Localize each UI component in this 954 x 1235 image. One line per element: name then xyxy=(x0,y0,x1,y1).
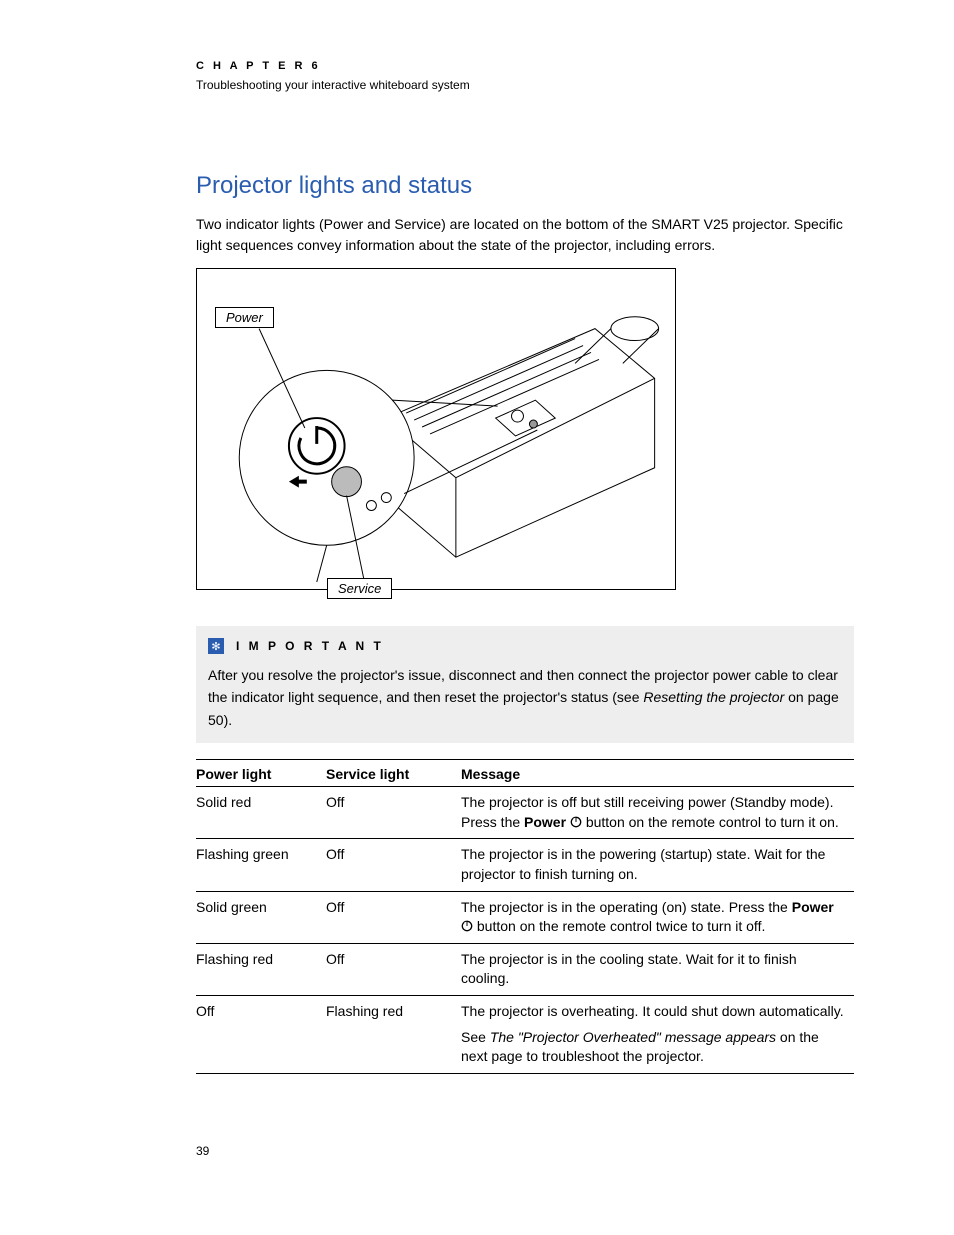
col-header-service: Service light xyxy=(326,760,461,787)
cell-message: The projector is off but still receiving… xyxy=(461,787,854,839)
cell-power-light: Flashing red xyxy=(196,943,326,995)
important-note: ✻ I M P O R T A N T After you resolve th… xyxy=(196,626,854,743)
cell-message: The projector is in the powering (startu… xyxy=(461,839,854,891)
message-paragraph: The projector is in the cooling state. W… xyxy=(461,950,848,989)
cell-power-light: Off xyxy=(196,995,326,1073)
col-header-message: Message xyxy=(461,760,854,787)
cell-service-light: Off xyxy=(326,787,461,839)
section-title: Projector lights and status xyxy=(196,172,854,200)
table-row: Flashing redOffThe projector is in the c… xyxy=(196,943,854,995)
cell-message: The projector is in the cooling state. W… xyxy=(461,943,854,995)
message-paragraph: The projector is off but still receiving… xyxy=(461,793,848,832)
cell-service-light: Off xyxy=(326,943,461,995)
cell-message: The projector is in the operating (on) s… xyxy=(461,891,854,943)
important-header: ✻ I M P O R T A N T xyxy=(208,638,842,654)
diagram-power-label: Power xyxy=(215,307,274,328)
cell-service-light: Flashing red xyxy=(326,995,461,1073)
status-table: Power light Service light Message Solid … xyxy=(196,759,854,1074)
document-page: C H A P T E R 6 Troubleshooting your int… xyxy=(0,0,954,1218)
diagram-service-label: Service xyxy=(327,578,392,599)
cell-service-light: Off xyxy=(326,891,461,943)
projector-diagram: Power Service xyxy=(196,268,676,590)
chapter-subtitle: Troubleshooting your interactive whitebo… xyxy=(196,78,854,92)
table-row: Solid greenOffThe projector is in the op… xyxy=(196,891,854,943)
table-row: OffFlashing redThe projector is overheat… xyxy=(196,995,854,1073)
important-icon: ✻ xyxy=(208,638,224,654)
table-row: Flashing greenOffThe projector is in the… xyxy=(196,839,854,891)
table-header-row: Power light Service light Message xyxy=(196,760,854,787)
chapter-label: C H A P T E R 6 xyxy=(196,60,854,72)
important-label: I M P O R T A N T xyxy=(236,639,384,653)
section-intro: Two indicator lights (Power and Service)… xyxy=(196,214,854,256)
message-paragraph: The projector is in the operating (on) s… xyxy=(461,898,848,937)
important-text-em: Resetting the projector xyxy=(643,689,784,705)
page-number: 39 xyxy=(196,1144,854,1158)
message-paragraph: The projector is overheating. It could s… xyxy=(461,1002,848,1022)
cell-power-light: Solid green xyxy=(196,891,326,943)
important-text: After you resolve the projector's issue,… xyxy=(208,664,842,731)
cell-message: The projector is overheating. It could s… xyxy=(461,995,854,1073)
cell-power-light: Solid red xyxy=(196,787,326,839)
cell-service-light: Off xyxy=(326,839,461,891)
col-header-power: Power light xyxy=(196,760,326,787)
message-paragraph: See The "Projector Overheated" message a… xyxy=(461,1028,848,1067)
table-row: Solid redOffThe projector is off but sti… xyxy=(196,787,854,839)
cell-power-light: Flashing green xyxy=(196,839,326,891)
message-paragraph: The projector is in the powering (startu… xyxy=(461,845,848,884)
